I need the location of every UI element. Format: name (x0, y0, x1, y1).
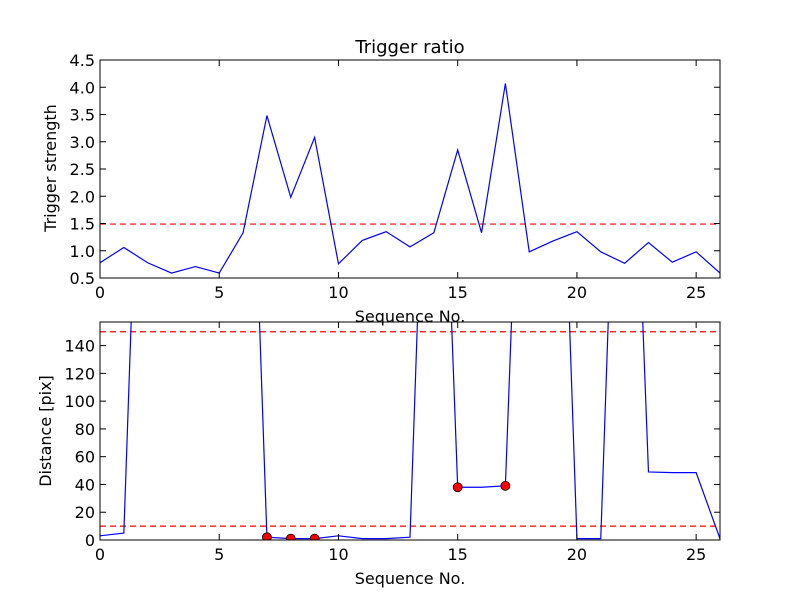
x-tick-label: 20 (567, 545, 587, 564)
plot-content (100, 322, 720, 540)
y-tick-label: 60 (75, 448, 95, 467)
y-tick-label: 40 (75, 475, 95, 494)
y-tick-label: 100 (64, 392, 95, 411)
distance-chart: Sequence No. Distance [pix] 0 5 10 15 20 25 0 2… (36, 321, 721, 588)
x-tick-label: 10 (328, 283, 348, 302)
y-tick-label: 3.5 (70, 106, 95, 125)
trigger-ratio-chart: Trigger ratio Sequence No. Trigger stren… (41, 37, 721, 326)
y-axis-label: Distance [pix] (36, 375, 55, 487)
x-tick-label: 15 (448, 283, 468, 302)
x-axis-label: Sequence No. (355, 569, 466, 588)
x-tick-label: 20 (567, 283, 587, 302)
data-point-marker (500, 480, 511, 491)
y-tick-label: 20 (75, 503, 95, 522)
x-tick-label: 10 (328, 545, 348, 564)
y-tick-label: 0.5 (70, 269, 95, 288)
y-tick-label: 0 (85, 531, 95, 550)
x-axis-label: Sequence No. (355, 307, 466, 326)
x-tick-label: 25 (686, 545, 706, 564)
plot-area: 0 5 10 15 20 25 0 20 40 60 80 100 120 140 (64, 321, 721, 564)
plot-content (100, 83, 720, 274)
data-point-marker (262, 532, 272, 540)
series-line-0 (100, 83, 720, 274)
y-tick-label: 80 (75, 420, 95, 439)
series-line-0 (100, 322, 720, 540)
y-tick-label: 1.0 (70, 242, 95, 261)
x-tick-label: 15 (448, 545, 468, 564)
data-point-marker (452, 482, 463, 493)
y-tick-label: 4.5 (70, 51, 95, 70)
data-point-marker (285, 533, 296, 540)
chart-title: Trigger ratio (354, 37, 464, 58)
x-tick-label: 5 (214, 283, 224, 302)
plot-area: 0 5 10 15 20 25 0.5 1.0 1.5 2.0 2.5 3.0 3.5 4.0 4.5 (70, 51, 721, 302)
plot-frame (99, 321, 721, 541)
y-tick-label: 1.5 (70, 215, 95, 234)
y-axis-label: Trigger strength (41, 104, 60, 233)
y-tick-label: 120 (64, 364, 95, 383)
y-tick-label: 4.0 (70, 78, 95, 97)
data-point-marker (309, 533, 320, 540)
y-tick-label: 3.0 (70, 133, 95, 152)
x-tick-label: 0 (95, 283, 105, 302)
x-tick-label: 5 (214, 545, 224, 564)
y-tick-label: 2.5 (70, 160, 95, 179)
y-tick-label: 2.0 (70, 187, 95, 206)
x-tick-label: 0 (95, 545, 105, 564)
x-tick-label: 25 (686, 283, 706, 302)
y-tick-label: 140 (64, 337, 95, 356)
